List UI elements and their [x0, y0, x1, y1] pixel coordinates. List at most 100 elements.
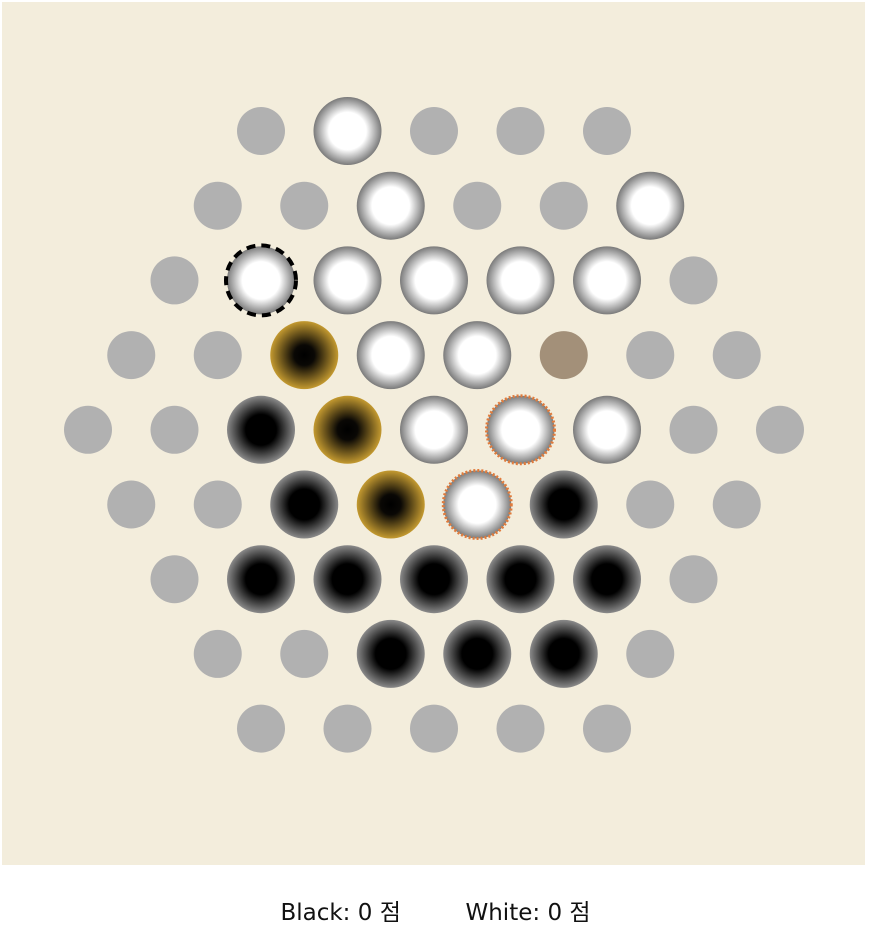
- empty-cell[interactable]: [150, 405, 199, 454]
- board-cell-4-1[interactable]: [150, 405, 199, 454]
- board-cell-0-4[interactable]: [583, 107, 631, 155]
- board-cell-4-6[interactable]: [573, 395, 641, 464]
- empty-cell[interactable]: [410, 107, 458, 155]
- board-cell-6-5[interactable]: [573, 545, 641, 614]
- board-cell-4-3[interactable]: [313, 395, 382, 464]
- empty-cell[interactable]: [583, 107, 631, 155]
- black-marble[interactable]: [443, 619, 512, 688]
- board-cell-3-7[interactable]: [712, 331, 761, 380]
- board-cell-7-2[interactable]: [356, 619, 425, 688]
- board-cell-6-0[interactable]: [150, 555, 199, 604]
- board-cell-8-0[interactable]: [237, 704, 285, 753]
- black-marble[interactable]: [486, 545, 555, 614]
- board-cell-1-3[interactable]: [453, 181, 502, 230]
- black-marble[interactable]: [400, 545, 468, 614]
- white-marble[interactable]: [486, 395, 555, 464]
- board-cell-2-0[interactable]: [150, 256, 199, 305]
- board-cell-7-3[interactable]: [443, 619, 512, 688]
- empty-cell[interactable]: [669, 405, 718, 454]
- empty-cell[interactable]: [626, 629, 675, 678]
- board-cell-1-2[interactable]: [356, 171, 425, 240]
- board-cell-3-3[interactable]: [356, 321, 425, 390]
- board-cell-1-0[interactable]: [193, 181, 242, 230]
- black-marble[interactable]: [529, 470, 598, 539]
- move-target-cell[interactable]: [539, 331, 588, 380]
- white-marble[interactable]: [227, 246, 295, 315]
- empty-cell[interactable]: [193, 331, 242, 380]
- board-cell-2-1[interactable]: [224, 243, 298, 318]
- board-cell-6-6[interactable]: [669, 555, 718, 604]
- board-cell-2-6[interactable]: [669, 256, 718, 305]
- empty-cell[interactable]: [496, 107, 545, 155]
- board-cell-5-6[interactable]: [626, 480, 675, 529]
- board-cell-6-4[interactable]: [486, 545, 555, 614]
- empty-cell[interactable]: [280, 629, 329, 678]
- board-cell-3-5[interactable]: [539, 331, 588, 380]
- white-marble[interactable]: [313, 246, 382, 315]
- board-cell-0-2[interactable]: [410, 107, 458, 155]
- board-cell-5-3[interactable]: [356, 470, 425, 539]
- board-cell-1-5[interactable]: [616, 171, 685, 240]
- white-marble[interactable]: [313, 97, 382, 165]
- empty-cell[interactable]: [496, 704, 545, 753]
- black-marble[interactable]: [529, 619, 598, 688]
- selected-black-marble[interactable]: [270, 321, 339, 390]
- board-cell-4-2[interactable]: [227, 395, 295, 464]
- board-cell-4-7[interactable]: [669, 405, 718, 454]
- empty-cell[interactable]: [107, 480, 156, 529]
- board-cell-8-4[interactable]: [583, 704, 631, 753]
- empty-cell[interactable]: [712, 331, 761, 380]
- empty-cell[interactable]: [64, 405, 112, 454]
- white-marble[interactable]: [443, 321, 512, 390]
- black-marble[interactable]: [313, 545, 382, 614]
- white-marble[interactable]: [443, 470, 512, 539]
- white-marble[interactable]: [356, 171, 425, 240]
- board-cell-1-4[interactable]: [539, 181, 588, 230]
- board-cell-3-4[interactable]: [443, 321, 512, 390]
- board-cell-5-7[interactable]: [712, 480, 761, 529]
- white-marble[interactable]: [486, 246, 555, 315]
- empty-cell[interactable]: [453, 181, 502, 230]
- white-marble[interactable]: [573, 395, 641, 464]
- empty-cell[interactable]: [539, 181, 588, 230]
- board-cell-6-1[interactable]: [227, 545, 295, 614]
- empty-cell[interactable]: [626, 331, 675, 380]
- board-cell-6-2[interactable]: [313, 545, 382, 614]
- board-cell-0-0[interactable]: [237, 107, 285, 155]
- empty-cell[interactable]: [626, 480, 675, 529]
- board-cell-7-5[interactable]: [626, 629, 675, 678]
- empty-cell[interactable]: [712, 480, 761, 529]
- empty-cell[interactable]: [237, 704, 285, 753]
- board-cell-2-4[interactable]: [486, 246, 555, 315]
- board-cell-5-1[interactable]: [193, 480, 242, 529]
- empty-cell[interactable]: [669, 555, 718, 604]
- board-cell-4-0[interactable]: [64, 405, 112, 454]
- board-cell-5-2[interactable]: [270, 470, 339, 539]
- black-marble[interactable]: [356, 619, 425, 688]
- white-marble[interactable]: [356, 321, 425, 390]
- black-marble[interactable]: [227, 395, 295, 464]
- board-cell-7-4[interactable]: [529, 619, 598, 688]
- board-cell-8-2[interactable]: [410, 704, 458, 753]
- empty-cell[interactable]: [193, 480, 242, 529]
- board-cell-5-5[interactable]: [529, 470, 598, 539]
- empty-cell[interactable]: [150, 256, 199, 305]
- empty-cell[interactable]: [410, 704, 458, 753]
- board-cell-4-5[interactable]: [485, 394, 556, 466]
- board-cell-0-3[interactable]: [496, 107, 545, 155]
- empty-cell[interactable]: [193, 181, 242, 230]
- board-cell-8-3[interactable]: [496, 704, 545, 753]
- board-cell-4-8[interactable]: [756, 405, 804, 454]
- white-marble[interactable]: [400, 246, 468, 315]
- selected-black-marble[interactable]: [356, 470, 425, 539]
- empty-cell[interactable]: [583, 704, 631, 753]
- board-cell-2-2[interactable]: [313, 246, 382, 315]
- board-cell-6-3[interactable]: [400, 545, 468, 614]
- selected-black-marble[interactable]: [313, 395, 382, 464]
- empty-cell[interactable]: [150, 555, 199, 604]
- board-cell-8-1[interactable]: [323, 704, 372, 753]
- white-marble[interactable]: [616, 171, 685, 240]
- black-marble[interactable]: [573, 545, 641, 614]
- board-cell-7-1[interactable]: [280, 629, 329, 678]
- board-cell-5-4[interactable]: [441, 469, 513, 540]
